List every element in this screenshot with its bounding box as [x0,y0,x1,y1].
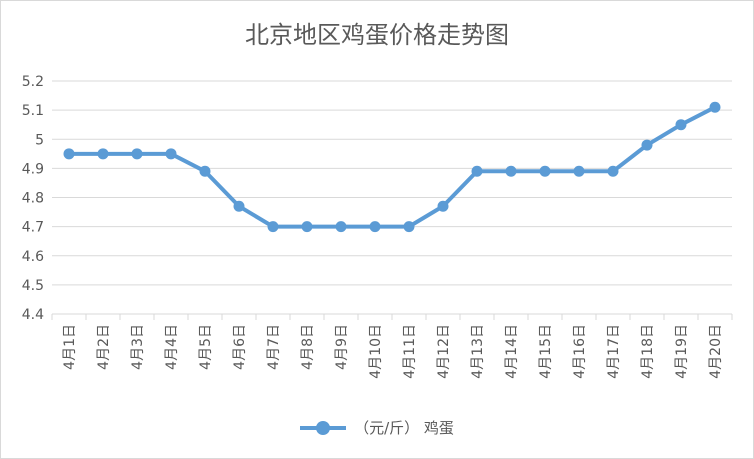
x-tick-label: 4月14日 [504,324,520,379]
data-point [573,165,585,177]
y-tick-label: 4.9 [22,161,44,177]
y-tick-label: 4.5 [22,278,44,294]
data-point [437,200,449,212]
x-tick-label: 4月19日 [674,324,690,379]
y-tick-label: 4.4 [22,307,44,323]
x-tick-label: 4月15日 [538,324,554,379]
x-tick-label: 4月2日 [96,324,112,370]
legend: （元/斤） 鸡蛋 [1,417,753,438]
data-point [165,148,177,160]
data-point [369,221,381,233]
x-tick-label: 4月17日 [606,324,622,379]
chart-title: 北京地区鸡蛋价格走势图 [245,21,509,49]
x-tick-label: 4月6日 [232,324,248,370]
data-point [199,165,211,177]
x-tick-label: 4月13日 [470,324,486,379]
data-point [403,221,415,233]
x-tick-label: 4月10日 [368,324,384,379]
x-tick-label: 4月12日 [436,324,452,379]
x-tick-label: 4月18日 [640,324,656,379]
y-tick-label: 5.2 [22,74,44,90]
y-tick-label: 4.6 [22,249,44,265]
y-tick-label: 4.7 [22,220,44,236]
y-tick-label: 5.1 [22,103,44,119]
x-tick-label: 4月1日 [62,324,78,370]
x-tick-label: 4月8日 [300,324,316,370]
data-point [675,119,687,131]
legend-label: （元/斤） 鸡蛋 [354,419,454,437]
data-point [505,165,517,177]
x-tick-label: 4月16日 [572,324,588,379]
x-tick-label: 4月3日 [130,324,146,370]
x-tick-label: 4月7日 [266,324,282,370]
y-tick-label: 4.8 [22,191,44,207]
x-tick-label: 4月11日 [402,324,418,379]
data-point [709,101,721,113]
x-tick-label: 4月5日 [198,324,214,370]
data-point [301,221,313,233]
data-point [233,200,245,212]
data-point [471,165,483,177]
data-point [97,148,109,160]
x-tick-label: 4月4日 [164,324,180,370]
data-point [267,221,279,233]
data-point [607,165,619,177]
y-tick-label: 5 [35,132,44,148]
data-point [641,139,653,151]
x-tick-label: 4月20日 [708,324,724,379]
data-point [539,165,551,177]
x-tick-label: 4月9日 [334,324,350,370]
data-point [63,148,75,160]
data-point [131,148,143,160]
legend-line-marker [300,420,347,435]
data-point [335,221,347,233]
series-line [67,105,717,229]
